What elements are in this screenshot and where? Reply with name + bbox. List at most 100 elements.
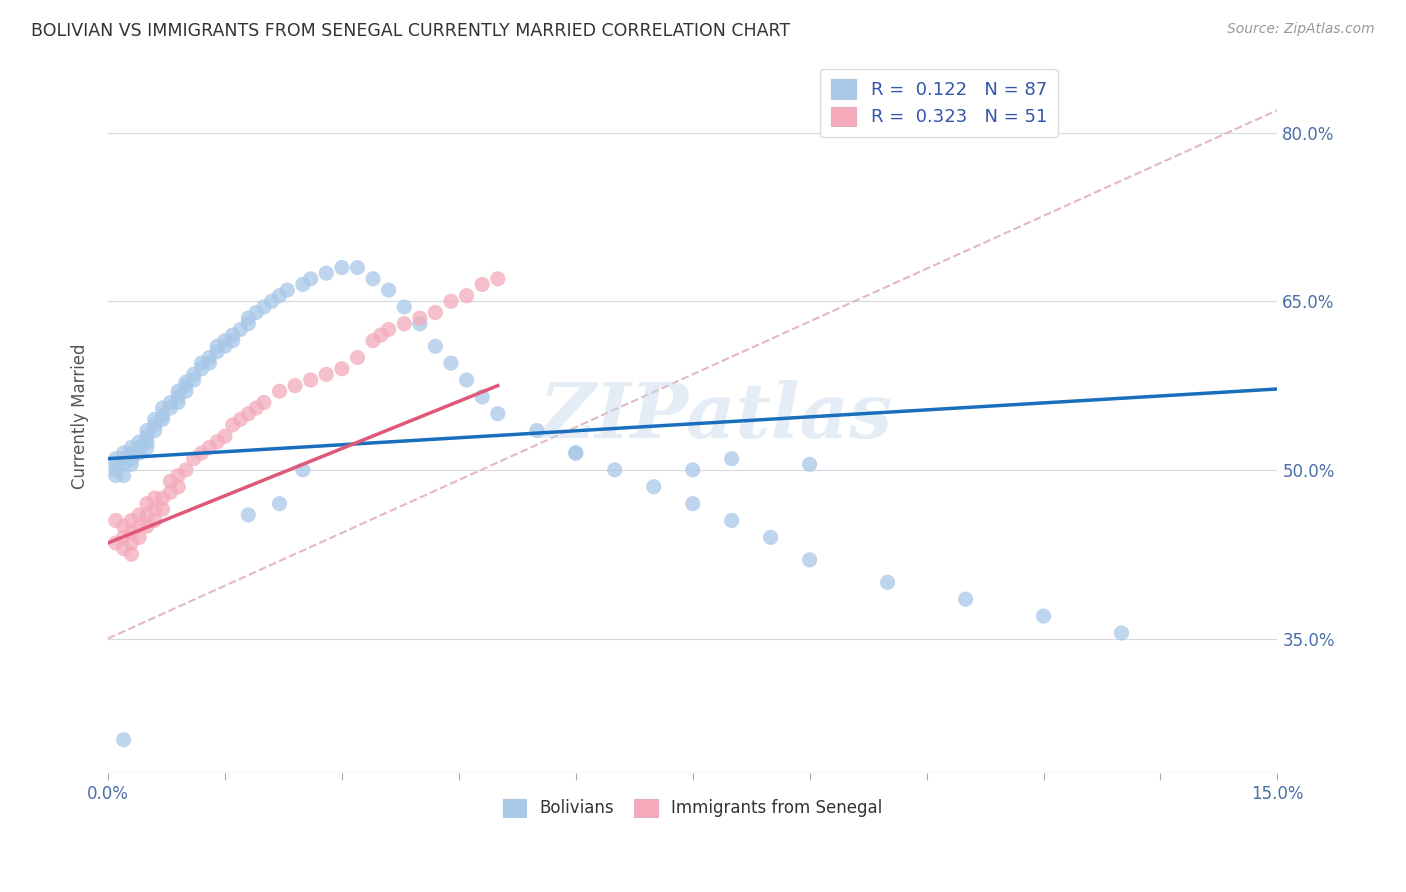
- Point: [136, 441, 159, 455]
- Point: [104, 536, 127, 550]
- Point: [143, 514, 166, 528]
- Point: [128, 446, 150, 460]
- Point: [291, 463, 314, 477]
- Point: [159, 485, 181, 500]
- Point: [222, 334, 245, 348]
- Point: [291, 277, 314, 292]
- Point: [205, 339, 228, 353]
- Point: [759, 530, 782, 544]
- Point: [190, 361, 212, 376]
- Point: [330, 361, 353, 376]
- Point: [425, 339, 447, 353]
- Point: [174, 384, 197, 399]
- Point: [159, 401, 181, 415]
- Point: [136, 519, 159, 533]
- Point: [143, 491, 166, 505]
- Point: [167, 468, 190, 483]
- Point: [245, 401, 267, 415]
- Point: [269, 384, 291, 399]
- Point: [120, 514, 142, 528]
- Point: [183, 373, 205, 387]
- Point: [955, 592, 977, 607]
- Point: [229, 412, 252, 426]
- Point: [174, 376, 197, 390]
- Point: [799, 553, 821, 567]
- Point: [238, 508, 260, 522]
- Point: [346, 351, 368, 365]
- Point: [409, 317, 432, 331]
- Point: [136, 429, 159, 443]
- Point: [222, 328, 245, 343]
- Point: [205, 434, 228, 449]
- Point: [299, 373, 322, 387]
- Point: [269, 288, 291, 302]
- Point: [564, 446, 586, 460]
- Point: [174, 463, 197, 477]
- Point: [136, 424, 159, 438]
- Point: [128, 519, 150, 533]
- Point: [394, 300, 416, 314]
- Point: [120, 547, 142, 561]
- Point: [471, 390, 494, 404]
- Point: [174, 378, 197, 392]
- Point: [205, 344, 228, 359]
- Point: [167, 395, 190, 409]
- Point: [222, 417, 245, 432]
- Point: [471, 277, 494, 292]
- Point: [564, 446, 586, 460]
- Point: [112, 468, 135, 483]
- Point: [112, 446, 135, 460]
- Point: [238, 311, 260, 326]
- Point: [104, 451, 127, 466]
- Point: [214, 339, 236, 353]
- Point: [120, 536, 142, 550]
- Point: [159, 395, 181, 409]
- Text: ZIPatlas: ZIPatlas: [540, 379, 893, 453]
- Point: [456, 373, 478, 387]
- Point: [190, 356, 212, 370]
- Point: [128, 434, 150, 449]
- Point: [112, 458, 135, 472]
- Point: [104, 468, 127, 483]
- Point: [143, 412, 166, 426]
- Point: [112, 530, 135, 544]
- Point: [159, 474, 181, 488]
- Point: [143, 417, 166, 432]
- Point: [152, 491, 174, 505]
- Point: [260, 294, 283, 309]
- Point: [409, 311, 432, 326]
- Point: [183, 368, 205, 382]
- Point: [245, 305, 267, 319]
- Point: [143, 424, 166, 438]
- Point: [136, 434, 159, 449]
- Text: BOLIVIAN VS IMMIGRANTS FROM SENEGAL CURRENTLY MARRIED CORRELATION CHART: BOLIVIAN VS IMMIGRANTS FROM SENEGAL CURR…: [31, 22, 790, 40]
- Point: [152, 409, 174, 423]
- Point: [152, 412, 174, 426]
- Point: [112, 519, 135, 533]
- Point: [152, 401, 174, 415]
- Point: [526, 424, 548, 438]
- Point: [361, 334, 384, 348]
- Point: [128, 530, 150, 544]
- Point: [198, 351, 221, 365]
- Point: [377, 322, 399, 336]
- Point: [720, 451, 742, 466]
- Point: [603, 463, 626, 477]
- Point: [799, 458, 821, 472]
- Point: [682, 463, 704, 477]
- Legend: Bolivians, Immigrants from Senegal: Bolivians, Immigrants from Senegal: [495, 790, 890, 826]
- Point: [346, 260, 368, 275]
- Point: [120, 446, 142, 460]
- Point: [394, 317, 416, 331]
- Point: [440, 294, 463, 309]
- Point: [112, 541, 135, 556]
- Point: [330, 260, 353, 275]
- Point: [440, 356, 463, 370]
- Point: [1032, 609, 1054, 624]
- Point: [112, 451, 135, 466]
- Point: [128, 441, 150, 455]
- Point: [167, 480, 190, 494]
- Point: [284, 378, 307, 392]
- Point: [486, 407, 509, 421]
- Point: [214, 429, 236, 443]
